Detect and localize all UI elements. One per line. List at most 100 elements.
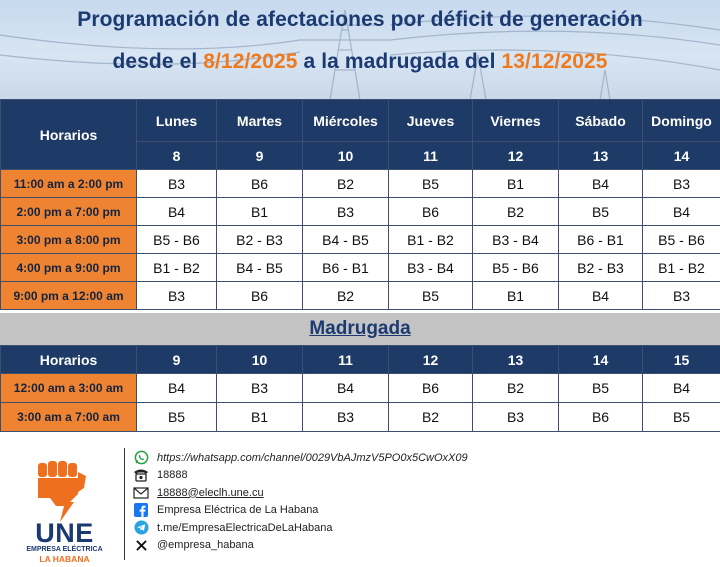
email-link[interactable]: 18888@elec​lh.une.cu — [157, 486, 264, 499]
block-cell: B3 — [136, 169, 217, 198]
table-row: 2:00 pm a 7:00 pm B4 B1 B3 B6 B2 B5 B4 — [0, 197, 720, 226]
weekly-schedule-table: Horarios Lunes Martes Miércoles Jueves V… — [0, 99, 720, 310]
title-mid: a la madrugada del — [297, 50, 502, 73]
block-cell: B1 - B2 — [642, 253, 720, 282]
contact-telegram[interactable]: t.me/EmpresaElectricaDeLaHabana — [132, 519, 532, 537]
power-tower-background — [0, 9, 720, 100]
block-cell: B3 — [302, 197, 389, 226]
contact-facebook[interactable]: Empresa Eléctrica de La Habana — [132, 502, 532, 520]
logo-subtitle-city: LA HABANA — [39, 554, 90, 564]
block-cell: B4 - B5 — [302, 225, 389, 254]
logo-text: UNE — [35, 518, 94, 548]
day-header: Viernes — [472, 99, 559, 142]
end-date: 13/12/2025 — [501, 50, 608, 73]
footer-divider — [124, 448, 125, 560]
block-cell: B4 — [558, 169, 643, 198]
date-header: 12 — [472, 141, 559, 170]
phone-number[interactable]: 18888 — [157, 469, 188, 482]
date-header: 14 — [558, 345, 643, 374]
telegram-link[interactable]: t.me/EmpresaElectricaDeLaHabana — [157, 521, 333, 534]
block-cell: B3 — [302, 402, 389, 432]
block-cell: B4 — [302, 373, 389, 403]
contact-whatsapp[interactable]: https://whatsapp.com/channel/0029VbAJmzV… — [132, 449, 532, 467]
block-cell: B4 - B5 — [216, 253, 303, 282]
table-row: 3:00 pm a 8:00 pm B5 - B6 B2 - B3 B4 - B5 B1… — [0, 225, 720, 254]
block-cell: B2 — [472, 373, 559, 403]
date-header: 11 — [388, 141, 473, 170]
date-header: 8 — [136, 141, 217, 170]
block-cell: B6 — [216, 169, 303, 198]
contact-x[interactable]: @empresa_habana — [132, 537, 532, 555]
header-banner: Programación de afectaciones por déficit… — [0, 0, 720, 100]
email-icon — [132, 485, 150, 501]
date-header: 9 — [136, 345, 217, 374]
day-header: Domingo — [642, 99, 720, 142]
date-range-title: desde el 8/12/2025 a la madrugada del 13… — [0, 50, 720, 74]
block-cell: B5 - B6 — [136, 225, 217, 254]
block-cell: B2 — [302, 169, 389, 198]
block-cell: B1 — [472, 281, 559, 310]
day-header: Lunes — [136, 99, 217, 142]
block-cell: B5 — [136, 402, 217, 432]
block-cell: B3 - B4 — [388, 253, 473, 282]
table-row: 4:00 pm a 9:00 pm B1 - B2 B4 - B5 B6 - B1 B3… — [0, 253, 720, 282]
start-date: 8/12/2025 — [203, 50, 298, 73]
block-cell: B5 - B6 — [472, 253, 559, 282]
contact-phone[interactable]: 18888 — [132, 467, 532, 485]
date-header: 14 — [642, 141, 720, 170]
block-cell: B6 — [558, 402, 643, 432]
madrugada-section-bar: Madrugada — [0, 313, 720, 345]
block-cell: B3 — [216, 373, 303, 403]
time-slot-label: 2:00 pm a 7:00 pm — [0, 197, 137, 226]
logo-subtitle: EMPRESA ELÉCTRICA — [26, 546, 103, 553]
block-cell: B5 — [642, 402, 720, 432]
time-slot-label: 3:00 am a 7:00 am — [0, 402, 137, 432]
block-cell: B2 — [472, 197, 559, 226]
block-cell: B2 — [302, 281, 389, 310]
block-cell: B3 — [642, 281, 720, 310]
time-slot-label: 9:00 pm a 12:00 am — [0, 281, 137, 310]
block-cell: B1 — [472, 169, 559, 198]
date-header: 13 — [558, 141, 643, 170]
block-cell: B6 — [216, 281, 303, 310]
contact-list: https://whatsapp.com/channel/0029VbAJmzV… — [132, 449, 532, 554]
madrugada-title: Madrugada — [309, 318, 411, 339]
block-cell: B4 — [558, 281, 643, 310]
table-row: 12:00 am a 3:00 am B4 B3 B4 B6 B2 B5 B4 — [0, 373, 720, 403]
block-cell: B4 — [136, 197, 217, 226]
date-header: 10 — [216, 345, 303, 374]
block-cell: B2 — [388, 402, 473, 432]
date-header: 11 — [302, 345, 389, 374]
x-handle[interactable]: @empresa_habana — [157, 539, 254, 552]
block-cell: B3 — [642, 169, 720, 198]
block-cell: B5 — [558, 373, 643, 403]
block-cell: B5 — [558, 197, 643, 226]
block-cell: B2 - B3 — [216, 225, 303, 254]
block-cell: B1 - B2 — [388, 225, 473, 254]
block-cell: B5 - B6 — [642, 225, 720, 254]
block-cell: B5 — [388, 281, 473, 310]
date-header: 9 — [216, 141, 303, 170]
time-slot-label: 4:00 pm a 9:00 pm — [0, 253, 137, 282]
date-header: 12 — [388, 345, 473, 374]
block-cell: B1 - B2 — [136, 253, 217, 282]
block-cell: B3 - B4 — [472, 225, 559, 254]
facebook-link[interactable]: Empresa Eléctrica de La Habana — [157, 504, 319, 517]
block-cell: B6 - B1 — [302, 253, 389, 282]
day-header: Miércoles — [302, 99, 389, 142]
page-title: Programación de afectaciones por déficit… — [77, 8, 643, 31]
phone-icon — [132, 467, 150, 483]
contact-email[interactable]: 18888@elec​lh.une.cu — [132, 484, 532, 502]
title-prefix: desde el — [112, 50, 204, 73]
block-cell: B6 — [388, 373, 473, 403]
whatsapp-icon — [132, 450, 150, 466]
block-cell: B6 - B1 — [558, 225, 643, 254]
telegram-icon — [132, 520, 150, 536]
block-cell: B4 — [136, 373, 217, 403]
block-cell: B1 — [216, 197, 303, 226]
table-row: 9:00 pm a 12:00 am B3 B6 B2 B5 B1 B4 B3 — [0, 281, 720, 310]
une-logo-icon — [38, 461, 86, 522]
block-cell: B4 — [642, 197, 720, 226]
date-header: 13 — [472, 345, 559, 374]
whatsapp-link[interactable]: https://whatsapp.com/channel/0029VbAJmzV… — [157, 451, 468, 464]
